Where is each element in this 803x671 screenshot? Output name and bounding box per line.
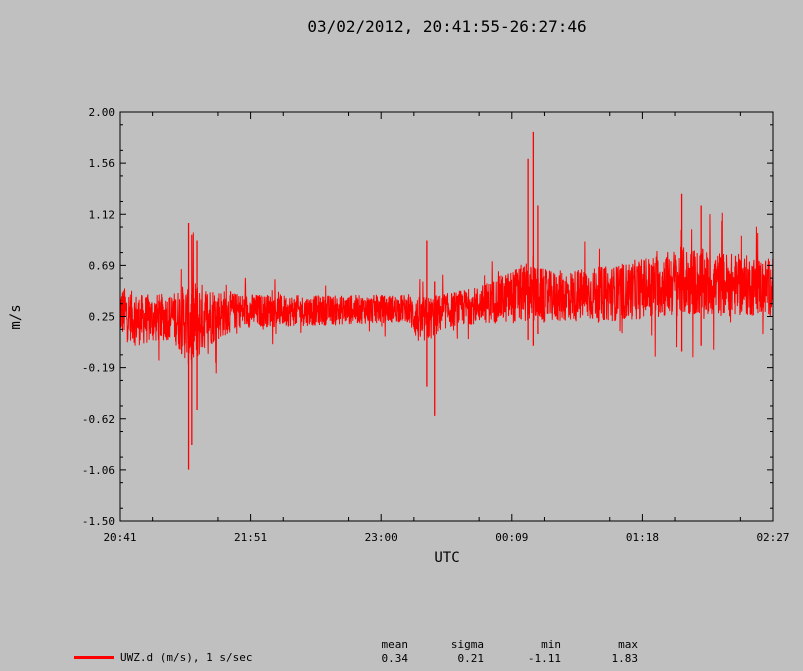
stat-sigma-label: sigma [450,638,484,651]
y-tick-label: 2.00 [89,106,116,119]
stat-sigma: sigma 0.21 [414,638,484,666]
legend-swatch [74,655,114,659]
waveform-trace [119,212,774,374]
stat-sigma-value: 0.21 [457,652,485,665]
stat-max: max 1.83 [568,638,639,666]
stats-table: mean 0.34 sigma 0.21 min -1.11 max 1.83 [0,638,803,671]
y-tick-label: 0.25 [89,311,116,324]
y-tick-label: 1.56 [89,157,116,170]
y-tick-label: 1.12 [89,208,116,221]
stat-max-value: 1.83 [611,652,639,665]
x-tick-label: 21:51 [234,531,267,544]
stat-mean: mean 0.34 [338,638,409,666]
stat-mean-label: mean [381,638,409,651]
stat-max-label: max [618,638,638,651]
x-tick-label: 23:00 [365,531,398,544]
y-tick-label: -1.06 [82,464,115,477]
y-tick-label: 0.69 [89,259,116,272]
y-tick-label: -0.62 [82,413,115,426]
x-tick-label: 20:41 [103,531,136,544]
legend-label: UWZ.d (m/s), 1 s/sec [120,651,253,664]
stat-min-label: min [541,638,561,651]
x-axis-label: UTC [434,550,459,566]
y-tick-label: -0.19 [82,362,115,375]
stat-mean-value: 0.34 [381,652,409,665]
legend: UWZ.d (m/s), 1 s/sec [74,651,252,665]
y-tick-label: -1.50 [82,515,115,528]
x-tick-label: 02:27 [756,531,789,544]
stat-min-value: -1.11 [527,652,561,665]
x-tick-label: 01:18 [626,531,659,544]
x-tick-label: 00:09 [495,531,528,544]
chart-title: 03/02/2012, 20:41:55-26:27:46 [307,17,586,36]
plot-area: 2.00 1.56 1.12 0.69 0.25 -0.19 -0.62 -1.06 -1.50… [82,106,790,544]
stat-min: min -1.11 [491,638,561,666]
y-axis-label: m/s [8,304,24,329]
